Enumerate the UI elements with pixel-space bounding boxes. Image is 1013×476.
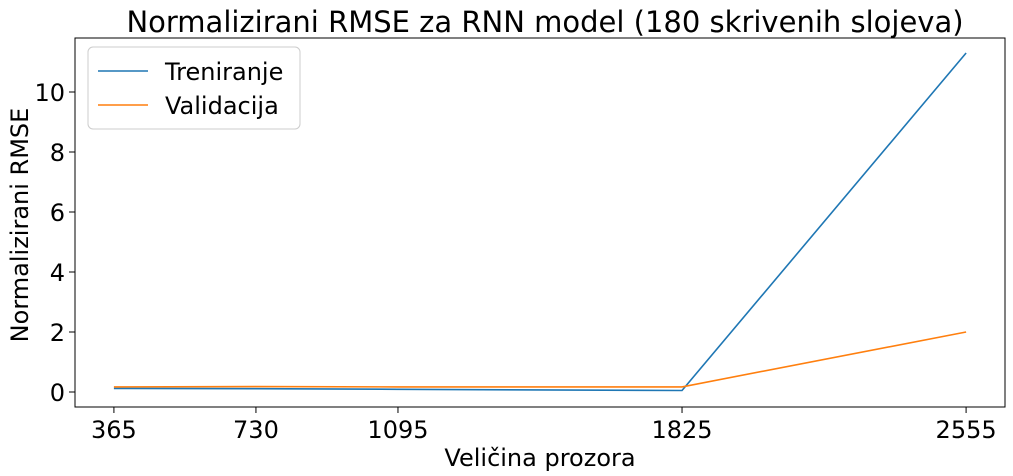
legend-label: Validacija [165, 92, 279, 120]
series-line-treniranje [113, 52, 967, 392]
y-tick-label: 0 [50, 379, 65, 407]
y-tick-label: 4 [50, 259, 65, 287]
x-tick-label: 730 [233, 416, 279, 444]
legend-label: Treniranje [164, 58, 283, 86]
y-tick-label: 10 [34, 79, 65, 107]
x-tick-label: 1825 [651, 416, 712, 444]
series-lines [113, 52, 967, 392]
series-line-validacija [113, 331, 967, 388]
legend-box [87, 46, 301, 130]
x-tick-label: 365 [91, 416, 137, 444]
y-tick-label: 8 [50, 139, 65, 167]
chart-title: Normalizirani RMSE za RNN model (180 skr… [126, 5, 963, 39]
y-tick-label: 6 [50, 199, 65, 227]
x-axis-label: Veličina prozora [444, 444, 635, 472]
legend: Treniranje Validacija [87, 46, 301, 130]
y-axis-label: Normalizirani RMSE [6, 108, 34, 343]
x-tick-label: 1095 [367, 416, 428, 444]
x-tick-label: 2555 [936, 416, 997, 444]
x-axis-ticks: 365 730 1095 1825 2555 [91, 407, 997, 444]
y-axis-ticks: 0 2 4 6 8 10 [34, 79, 75, 407]
plot-area [74, 37, 1006, 408]
y-tick-label: 2 [50, 319, 65, 347]
